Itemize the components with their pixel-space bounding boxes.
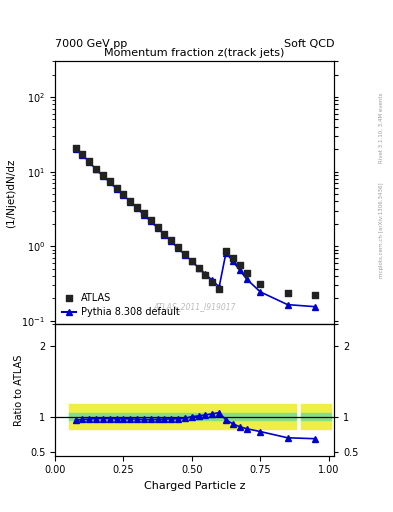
Point xyxy=(79,150,86,158)
Text: mcplots.cern.ch [arXiv:1306.3436]: mcplots.cern.ch [arXiv:1306.3436] xyxy=(379,183,384,278)
Point xyxy=(243,269,250,277)
Point xyxy=(312,290,318,298)
Point xyxy=(168,236,174,244)
Point xyxy=(134,203,140,211)
Point xyxy=(223,247,229,255)
Point xyxy=(230,254,236,262)
Point xyxy=(107,177,113,185)
Text: ATLAS_2011_I919017: ATLAS_2011_I919017 xyxy=(153,302,236,311)
Point xyxy=(86,157,92,165)
Point xyxy=(141,209,147,218)
Point xyxy=(120,190,127,198)
Point xyxy=(285,289,291,297)
Point xyxy=(209,278,215,286)
Point xyxy=(114,184,120,192)
Point xyxy=(216,285,222,293)
Point xyxy=(72,143,79,152)
Point xyxy=(154,223,161,231)
Text: 7000 GeV pp: 7000 GeV pp xyxy=(55,38,127,49)
Y-axis label: Ratio to ATLAS: Ratio to ATLAS xyxy=(15,354,24,425)
Point xyxy=(148,216,154,224)
Point xyxy=(127,197,133,205)
Point xyxy=(182,250,188,258)
Point xyxy=(93,164,99,173)
Legend: ATLAS, Pythia 8.308 default: ATLAS, Pythia 8.308 default xyxy=(60,291,182,319)
Point xyxy=(100,171,106,179)
Point xyxy=(195,264,202,272)
Point xyxy=(257,280,263,288)
Y-axis label: (1/Njet)dN/dz: (1/Njet)dN/dz xyxy=(6,158,16,227)
Point xyxy=(237,261,243,269)
Point xyxy=(202,271,209,279)
Text: Soft QCD: Soft QCD xyxy=(284,38,334,49)
Point xyxy=(175,243,181,251)
Text: Rivet 3.1.10, 3.4M events: Rivet 3.1.10, 3.4M events xyxy=(379,93,384,163)
Title: Momentum fraction z(track jets): Momentum fraction z(track jets) xyxy=(105,48,285,58)
X-axis label: Charged Particle z: Charged Particle z xyxy=(144,481,245,491)
Point xyxy=(161,229,167,238)
Point xyxy=(189,257,195,265)
